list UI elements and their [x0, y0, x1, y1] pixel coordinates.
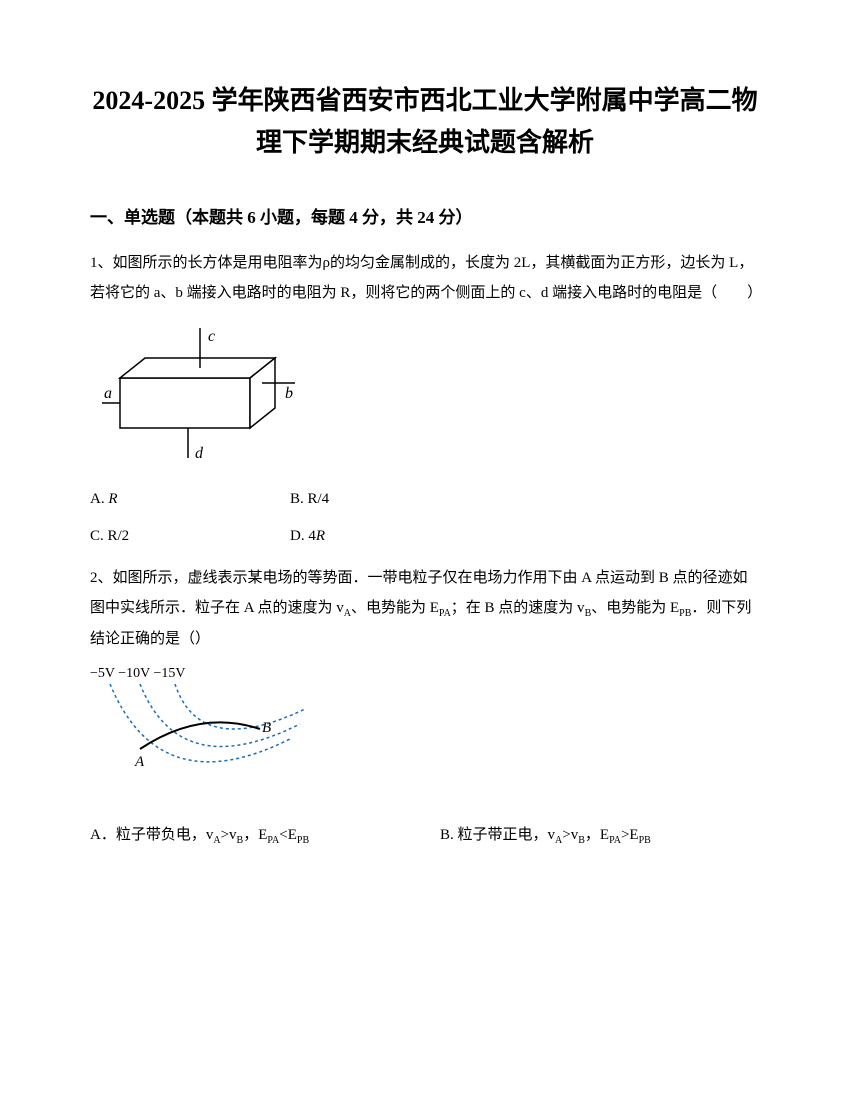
label-b: b — [285, 385, 293, 402]
label-d: d — [195, 445, 204, 462]
q1-option-d: D. 4R — [290, 520, 760, 553]
q2-options-row1: A．粒子带负电，vA>vB，EPA<EPB B. 粒子带正电，vA>vB，EPA… — [90, 819, 760, 852]
figure-2-labels: −5V −10V −15V — [90, 666, 760, 682]
question-2-text: 2、如图所示，虚线表示某电场的等势面．一带电粒子仅在电场力作用下由 A 点运动到… — [90, 563, 760, 654]
question-1-text: 1、如图所示的长方体是用电阻率为ρ的均匀金属制成的，长度为 2L，其横截面为正方… — [90, 248, 760, 308]
figure-2-container: A B — [100, 684, 760, 804]
q1-option-a: A. R — [90, 483, 290, 516]
section-header: 一、单选题（本题共 6 小题，每题 4 分，共 24 分） — [90, 203, 760, 228]
figure-1-svg: c b a d — [100, 323, 300, 463]
figure-1-container: c b a d — [100, 323, 760, 468]
q2-option-a: A．粒子带负电，vA>vB，EPA<EPB — [90, 819, 440, 852]
label-B: B — [262, 720, 271, 736]
page-title: 2024-2025 学年陕西省西安市西北工业大学附属中学高二物理下学期期末经典试… — [90, 80, 760, 163]
q1-content: 1、如图所示的长方体是用电阻率为ρ的均匀金属制成的，长度为 2L，其横截面为正方… — [90, 255, 762, 301]
q1-options-row1: A. R B. R/4 — [90, 483, 760, 516]
label-a: a — [104, 385, 112, 402]
label-c: c — [208, 328, 215, 345]
q1-option-b: B. R/4 — [290, 483, 760, 516]
q1-option-c: C. R/2 — [90, 520, 290, 553]
q1-options-row2: C. R/2 D. 4R — [90, 520, 760, 553]
label-A: A — [134, 754, 145, 770]
q2-option-b: B. 粒子带正电，vA>vB，EPA>EPB — [440, 819, 760, 852]
figure-2-svg: A B — [100, 684, 310, 799]
